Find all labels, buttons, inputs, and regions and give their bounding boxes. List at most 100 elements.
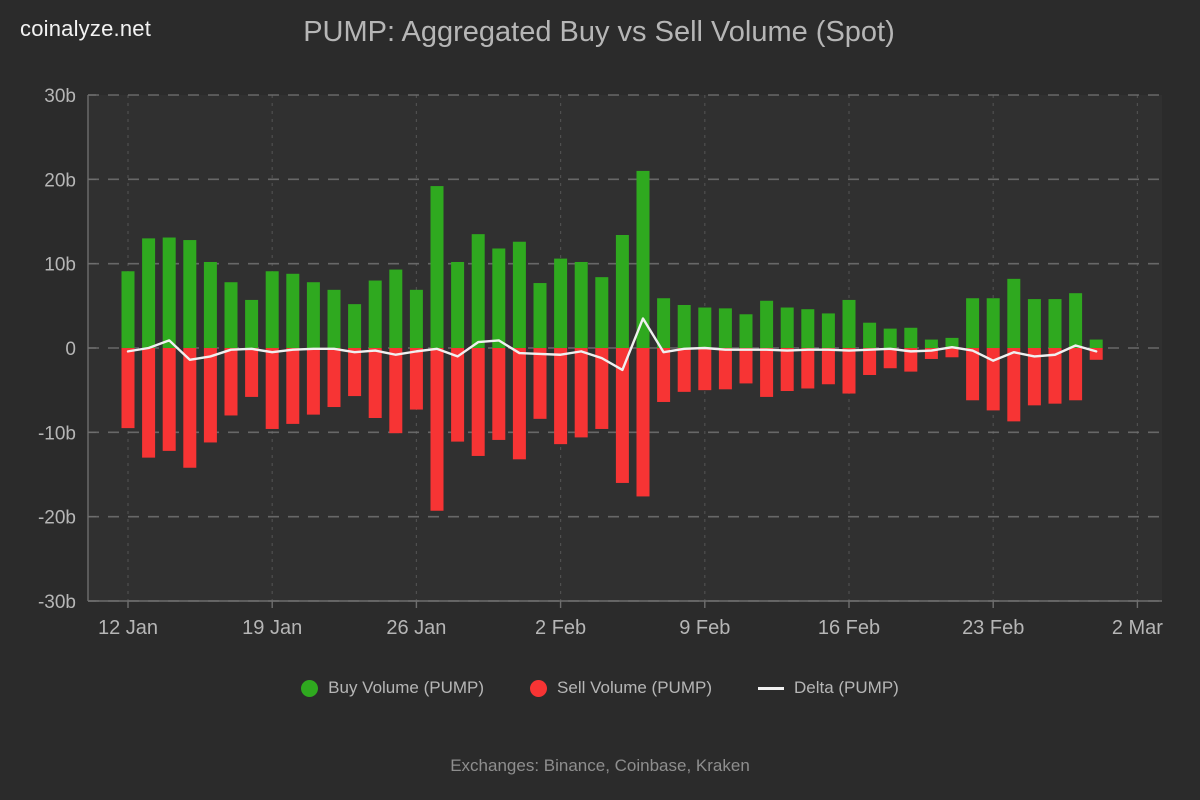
svg-text:-10b: -10b: [38, 423, 76, 444]
sell-volume-bar: [245, 348, 259, 397]
buy-volume-bar: [409, 289, 423, 348]
buy-volume-bar: [554, 258, 568, 348]
svg-text:10b: 10b: [44, 255, 76, 276]
sell-volume-bar: [904, 348, 918, 372]
buy-volume-bar: [162, 237, 176, 348]
legend-item-buy-volume[interactable]: Buy Volume (PUMP): [301, 678, 484, 698]
buy-volume-bar: [121, 271, 135, 348]
sell-volume-bar: [574, 348, 588, 438]
sell-volume-bar: [162, 348, 176, 451]
buy-volume-bar: [924, 339, 938, 348]
sell-volume-bar: [389, 348, 403, 434]
sell-volume-bar: [966, 348, 980, 401]
buy-volume-bar: [1069, 293, 1083, 348]
svg-text:0: 0: [65, 339, 76, 360]
buy-volume-bar: [430, 186, 444, 348]
sell-volume-bar: [409, 348, 423, 410]
buy-volume-bar: [492, 248, 506, 348]
legend-item-sell-volume[interactable]: Sell Volume (PUMP): [530, 678, 712, 698]
buy-volume-bar: [183, 240, 197, 348]
buy-volume-dot-icon: [301, 679, 319, 697]
buy-volume-bar: [512, 241, 526, 348]
buy-volume-bar: [286, 273, 300, 348]
buy-volume-bar: [883, 328, 897, 348]
buy-volume-bar: [636, 170, 650, 348]
x-axis-tick-labels: 12 Jan 19 Jan 26 Jan 2 Feb 9 Feb 16 Feb 23 Feb…: [98, 617, 1163, 639]
sell-volume-bar: [842, 348, 856, 394]
legend-label-sell-volume: Sell Volume (PUMP): [557, 678, 712, 697]
delta-line: [126, 317, 1098, 372]
buy-volume-bar: [904, 327, 918, 348]
buy-volume-bar: [203, 261, 217, 348]
sell-volume-bar: [533, 348, 547, 419]
buy-volume-bar: [1007, 278, 1021, 348]
chart-legend: Buy Volume (PUMP) Sell Volume (PUMP) Del…: [0, 678, 1200, 698]
sell-volume-bar: [121, 348, 135, 429]
buy-volume-bar: [471, 234, 485, 348]
buy-volume-bar: [739, 314, 753, 348]
buy-volume-bar: [657, 298, 671, 348]
sell-volume-bar: [677, 348, 691, 392]
legend-label-delta: Delta (PUMP): [793, 678, 899, 697]
sell-volume-dot-icon: [530, 679, 548, 697]
legend-item-delta[interactable]: Delta (PUMP): [757, 678, 899, 698]
buy-volume-bar: [842, 299, 856, 348]
svg-text:-20b: -20b: [38, 508, 76, 529]
buy-volume-bar: [1027, 299, 1041, 348]
sell-volume-bar: [430, 348, 444, 511]
buy-volume-bar: [945, 337, 959, 348]
buy-volume-bar: [348, 304, 362, 348]
buy-volume-bar: [986, 298, 1000, 348]
buy-volume-bar: [306, 282, 320, 348]
sell-volume-bar: [554, 348, 568, 445]
svg-text:-30b: -30b: [38, 592, 76, 613]
sell-volume-bar: [657, 348, 671, 402]
sell-volume-bar: [306, 348, 320, 415]
buy-volume-bar: [615, 234, 629, 348]
sell-volume-bar: [615, 348, 629, 483]
sell-volume-bar: [203, 348, 217, 443]
sell-volume-bar: [1089, 348, 1103, 360]
buy-volume-bar: [1089, 339, 1103, 348]
svg-text:30b: 30b: [44, 86, 76, 107]
buy-volume-bar: [451, 261, 465, 348]
svg-text:12 Jan: 12 Jan: [98, 617, 158, 639]
buy-volume-bar: [142, 238, 156, 348]
sell-volume-bar: [945, 348, 959, 358]
sell-volume-bar: [224, 348, 238, 416]
svg-text:19 Jan: 19 Jan: [242, 617, 302, 639]
buy-volume-bar: [245, 299, 259, 348]
sell-volume-bar: [883, 348, 897, 369]
sell-volume-bar: [492, 348, 506, 440]
buy-volume-bar: [780, 307, 794, 348]
buy-volume-bar: [698, 307, 712, 348]
buy-volume-bar: [389, 269, 403, 348]
sell-volume-bar: [780, 348, 794, 392]
chart-title-text: PUMP: Aggregated Buy vs Sell Volume (Spo…: [303, 16, 895, 48]
sell-volume-bar: [1007, 348, 1021, 422]
buy-volume-bar: [265, 271, 279, 348]
sell-volume-bar: [739, 348, 753, 384]
exchanges-footnote: Exchanges: Binance, Coinbase, Kraken: [450, 756, 750, 775]
sell-volume-bar: [327, 348, 341, 408]
sell-volume-bar: [368, 348, 382, 418]
sell-volume-bar: [348, 348, 362, 397]
sell-volume-bar: [471, 348, 485, 456]
svg-text:20b: 20b: [44, 170, 76, 191]
buy-volume-bar: [677, 304, 691, 348]
y-axis-tick-labels: 30b 20b 10b 0 -10b -20b -30b: [38, 86, 96, 613]
sell-volume-bar: [1027, 348, 1041, 406]
legend-label-buy-volume: Buy Volume (PUMP): [328, 678, 485, 697]
page-title: PUMP: Aggregated Buy vs Sell Volume (Spo…: [0, 16, 1200, 49]
sell-volume-bar: [718, 348, 732, 390]
x-axis-ticks: [127, 95, 1139, 608]
buy-volume-bar: [368, 280, 382, 348]
sell-volume-bars: [121, 348, 1103, 511]
sell-volume-bar: [760, 348, 774, 397]
sell-volume-bar: [636, 348, 650, 497]
sell-volume-bar: [512, 348, 526, 460]
sell-volume-bar: [821, 348, 835, 385]
buy-volume-bar: [760, 300, 774, 348]
